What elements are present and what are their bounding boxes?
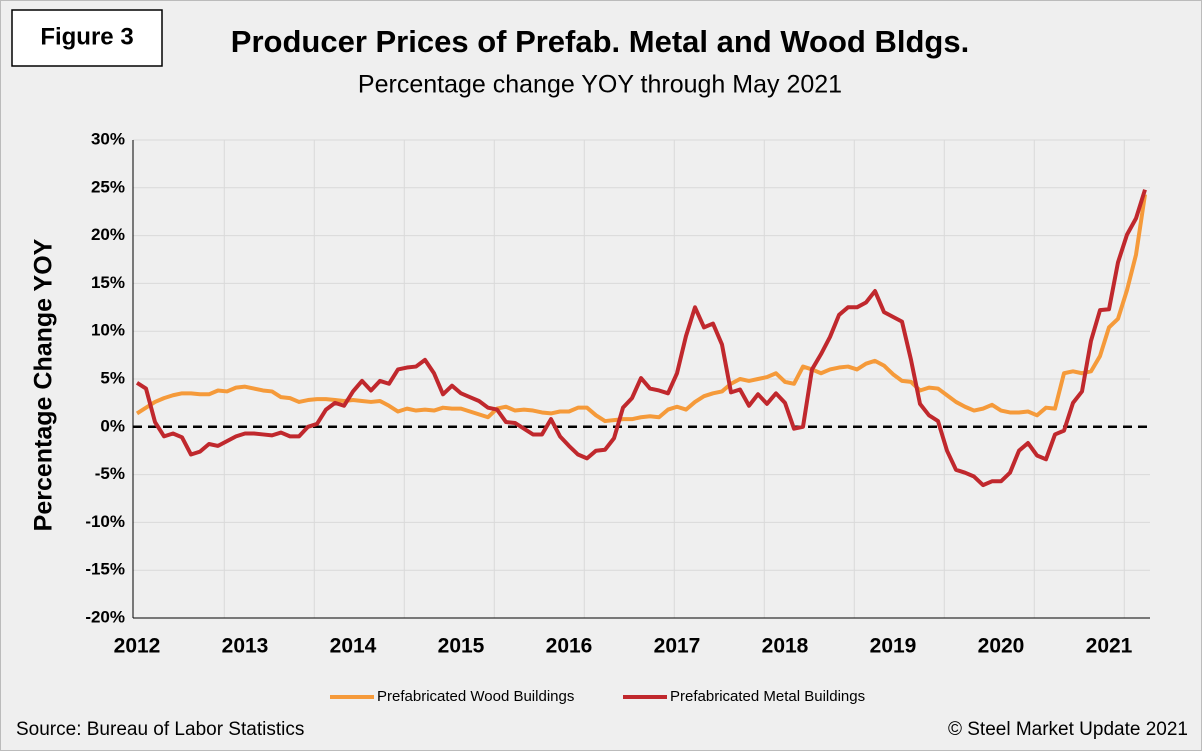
y-tick-label: 10%	[91, 321, 125, 340]
x-tick-label: 2017	[654, 635, 701, 658]
y-tick-label: 25%	[91, 177, 125, 196]
chart-subtitle: Percentage change YOY through May 2021	[358, 71, 842, 99]
legend-label: Prefabricated Wood Buildings	[377, 688, 574, 705]
y-tick-label: 30%	[91, 129, 125, 148]
source: Source: Bureau of Labor Statistics	[16, 719, 304, 740]
x-tick-label: 2014	[330, 635, 377, 658]
y-tick-label: -10%	[85, 512, 125, 531]
y-tick-label: -5%	[95, 464, 125, 483]
y-tick-label: 15%	[91, 273, 125, 292]
legend-label: Prefabricated Metal Buildings	[670, 688, 865, 705]
chart-title: Producer Prices of Prefab. Metal and Woo…	[231, 24, 969, 59]
figure-label: Figure 3	[40, 23, 133, 50]
y-tick-label: 0%	[100, 416, 125, 435]
x-tick-label: 2020	[978, 635, 1025, 658]
x-tick-label: 2018	[762, 635, 809, 658]
y-tick-label: 5%	[100, 368, 125, 387]
series-line	[135, 194, 1147, 424]
credit: © Steel Market Update 2021	[948, 719, 1188, 740]
x-tick-label: 2013	[222, 635, 269, 658]
x-tick-label: 2019	[870, 635, 917, 658]
x-tick-label: 2021	[1086, 635, 1133, 658]
x-tick-label: 2015	[438, 635, 485, 658]
y-tick-label: -15%	[85, 560, 125, 579]
x-tick-label: 2012	[114, 635, 161, 658]
y-axis-label: Percentage Change YOY	[30, 238, 58, 531]
series-line	[135, 189, 1147, 488]
y-tick-label: 20%	[91, 225, 125, 244]
y-tick-label: -20%	[85, 607, 125, 626]
figure-box	[11, 9, 163, 67]
x-tick-label: 2016	[546, 635, 593, 658]
